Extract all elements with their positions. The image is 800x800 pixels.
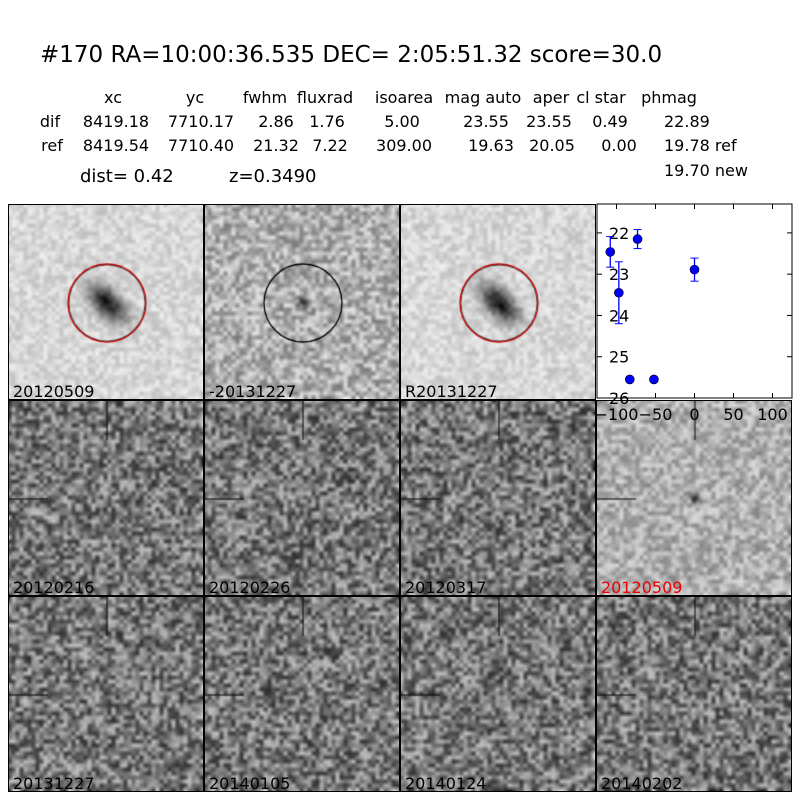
stamp-label: 20120317	[405, 578, 487, 596]
table-cell: 7710.40	[167, 136, 235, 155]
stamp-label: 20120216	[13, 578, 95, 596]
phmag-new: 19.70 new	[664, 161, 748, 180]
table-cell: 19.78 ref	[664, 136, 737, 155]
table-cell: 0.49	[592, 112, 628, 131]
column-header: fluxrad	[296, 88, 354, 107]
stamp-image	[401, 401, 595, 595]
x-tick-label: 100	[757, 405, 788, 424]
stamp-label: 20120509	[13, 382, 95, 400]
column-header: xc	[104, 88, 122, 107]
stamp-label: 20120226	[209, 578, 291, 596]
table-cell: 20.05	[529, 136, 575, 155]
stamp-diff: -20131227	[204, 204, 400, 400]
data-point	[632, 234, 643, 244]
stamp-label: 20140124	[405, 774, 487, 792]
stamp-galaxy: 20120509	[8, 204, 204, 400]
x-tick-label: −100	[595, 405, 639, 424]
x-tick-label: 50	[723, 405, 743, 424]
table-cell: 2.86	[258, 112, 294, 131]
stamp-label: 20120509	[601, 578, 683, 596]
row-label: dif	[39, 112, 61, 131]
table-cell: 8419.18	[82, 112, 150, 131]
table-cell: 7.22	[312, 136, 348, 155]
row-label: ref	[41, 136, 63, 155]
column-header: fwhm	[242, 88, 288, 107]
data-point	[605, 247, 616, 257]
stamp-label: 20140105	[209, 774, 291, 792]
x-tick-label: 0	[689, 405, 699, 424]
table-cell: 23.55	[526, 112, 572, 131]
stamp-image	[205, 205, 399, 399]
y-tick-label: 22	[609, 224, 629, 243]
epoch-stamp: 20140105	[204, 596, 400, 792]
dist-value: dist= 0.42	[80, 166, 174, 187]
column-header: mag auto	[444, 88, 522, 107]
stamp-image	[401, 597, 595, 791]
column-header: yc	[185, 88, 205, 107]
column-header: isoarea	[374, 88, 434, 107]
epoch-stamp: 20120226	[204, 400, 400, 596]
epoch-stamp: 20120509	[596, 400, 792, 596]
data-point	[689, 264, 700, 275]
table-cell: 0.00	[601, 136, 637, 155]
epoch-stamp: 20120317	[400, 400, 596, 596]
data-point	[649, 374, 659, 385]
stamp-image	[9, 205, 203, 399]
stamp-image	[205, 401, 399, 595]
stamp-image	[597, 597, 791, 791]
table-cell: 23.55	[463, 112, 509, 131]
table-cell: 1.76	[309, 112, 345, 131]
table-cell: 19.63	[468, 136, 514, 155]
stamp-galaxy: R20131227	[400, 204, 596, 400]
epoch-stamp: 20140124	[400, 596, 596, 792]
plot-area	[596, 203, 793, 399]
stamp-label: -20131227	[209, 382, 297, 400]
y-tick-label: 25	[609, 348, 629, 367]
stamp-image	[205, 597, 399, 791]
x-tick-label: −50	[639, 405, 673, 424]
table-cell: 5.00	[384, 112, 420, 131]
column-header: phmag	[641, 88, 697, 107]
stamp-label: R20131227	[405, 382, 498, 400]
figure-title: #170 RA=10:00:36.535 DEC= 2:05:51.32 sco…	[40, 42, 663, 68]
table-cell: 309.00	[376, 136, 432, 155]
redshift-value: z=0.3490	[229, 166, 317, 187]
stamp-image	[597, 401, 791, 595]
table-cell: 7710.17	[167, 112, 235, 131]
column-header: aper	[532, 88, 570, 107]
stamp-label: 20140202	[601, 774, 683, 792]
table-cell: 21.32	[253, 136, 299, 155]
stamp-image	[9, 401, 203, 595]
table-cell: 8419.54	[82, 136, 150, 155]
table-cell: 22.89	[664, 112, 710, 131]
column-header: cl star	[576, 88, 626, 107]
epoch-stamp: 20140202	[596, 596, 792, 792]
data-point	[624, 374, 635, 385]
epoch-stamp: 20131227	[8, 596, 204, 792]
y-tick-label: 26	[609, 389, 629, 408]
data-point	[614, 287, 624, 298]
stamp-image	[401, 205, 595, 399]
stamp-image	[9, 597, 203, 791]
stamp-label: 20131227	[13, 774, 95, 792]
epoch-stamp: 20120216	[8, 400, 204, 596]
